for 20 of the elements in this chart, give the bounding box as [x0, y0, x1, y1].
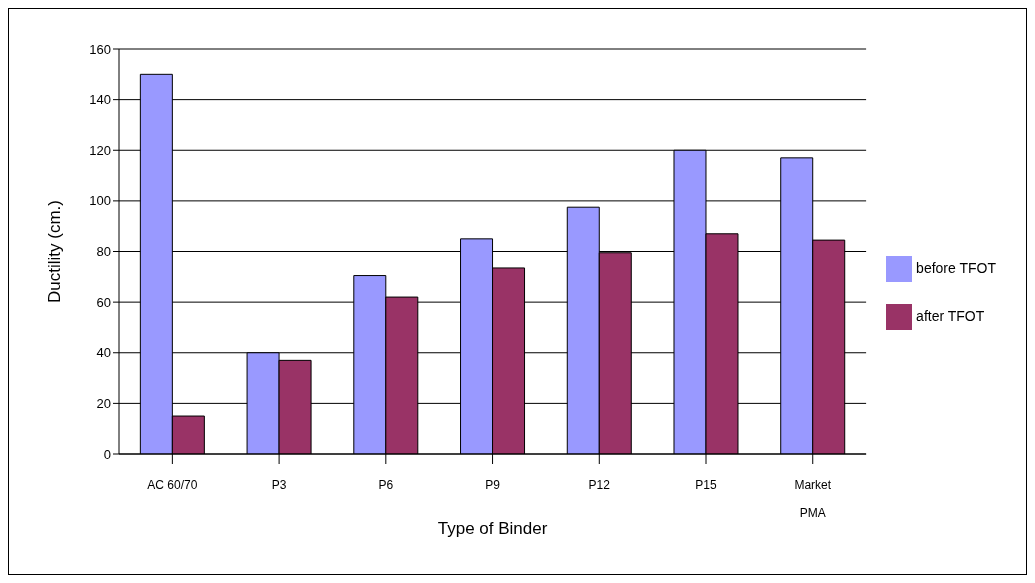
- x-axis-title: Type of Binder: [437, 519, 548, 538]
- y-tick-label: 140: [89, 92, 111, 108]
- x-tick-label: P9: [485, 477, 501, 492]
- x-tick-label: P3: [271, 477, 287, 492]
- x-tick-label: P6: [378, 477, 394, 492]
- y-tick-label: 160: [89, 41, 111, 57]
- y-tick-label: 0: [103, 446, 111, 462]
- y-tick-label: 40: [96, 345, 111, 361]
- x-tick-label: AC 60/70: [147, 477, 198, 492]
- legend-label: before TFOT: [916, 259, 996, 276]
- y-tick-label: 20: [96, 395, 111, 411]
- legend-label: after TFOT: [916, 307, 985, 324]
- y-tick-label: 80: [96, 244, 111, 260]
- y-tick-label: 120: [89, 142, 111, 158]
- x-tick-label: Market PMA: [794, 477, 832, 520]
- x-tick-label: P15: [695, 477, 718, 492]
- y-tick-label: 60: [96, 294, 111, 310]
- y-tick-label: 100: [89, 193, 111, 209]
- y-axis-title: Ductility (cm.): [45, 200, 65, 303]
- x-tick-label: P12: [588, 477, 611, 492]
